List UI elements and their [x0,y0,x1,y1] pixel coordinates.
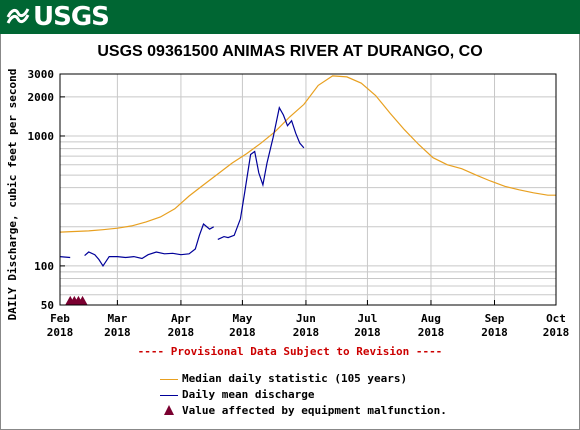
x-tick-year: 2018 [418,326,445,339]
x-tick-month: Jul [358,312,378,325]
malfunction-triangle-icon [164,405,174,415]
series-layer [59,75,556,305]
usgs-header: USGS [0,0,580,34]
daily-mean-series-line [217,106,305,240]
x-tick-year: 2018 [168,326,195,339]
x-tick-month: Apr [171,312,191,325]
x-tick-month: May [232,312,252,325]
y-tick-label: 50 [41,299,54,312]
x-tick-year: 2018 [543,326,570,339]
y-tick-label: 3000 [28,68,55,81]
x-axis: Feb2018Mar2018Apr2018May2018Jun2018Jul20… [47,300,570,339]
y-tick-label: 2000 [28,91,55,104]
y-axis: 50 100 1000 2000 3000 [28,68,65,312]
x-tick-year: 2018 [104,326,131,339]
x-tick-month: Oct [546,312,566,325]
daily-mean-line-swatch [160,395,178,396]
legend-label-malfunction: Value affected by equipment malfunction. [182,404,447,417]
usgs-logo-text: USGS [33,2,110,32]
legend-label-median: Median daily statistic (105 years) [182,372,408,385]
x-tick-year: 2018 [47,326,74,339]
y-axis-label: DAILY Discharge, cubic feet per second [6,69,19,321]
usgs-logo-icon [6,8,30,24]
y-tick-label: 100 [34,260,54,273]
x-tick-year: 2018 [481,326,508,339]
x-tick-month: Jun [296,312,316,325]
provisional-note: ---- Provisional Data Subject to Revisio… [137,345,443,358]
median-series-line [59,75,556,233]
x-tick-year: 2018 [293,326,320,339]
y-tick-label: 1000 [28,130,55,143]
x-tick-year: 2018 [229,326,256,339]
plot-area-border [59,73,557,306]
chart-title: USGS 09361500 ANIMAS RIVER AT DURANGO, C… [97,43,483,60]
x-tick-month: Mar [107,312,127,325]
x-tick-month: Sep [485,312,505,325]
daily-mean-series-line [59,256,71,259]
malfunction-marker [77,295,88,305]
x-tick-month: Feb [50,312,70,325]
daily-mean-series-line [84,222,214,267]
legend-label-daily-mean: Daily mean discharge [182,388,315,401]
x-tick-year: 2018 [354,326,381,339]
median-line-swatch [160,379,178,380]
grid [59,73,557,306]
x-tick-month: Aug [421,312,441,325]
